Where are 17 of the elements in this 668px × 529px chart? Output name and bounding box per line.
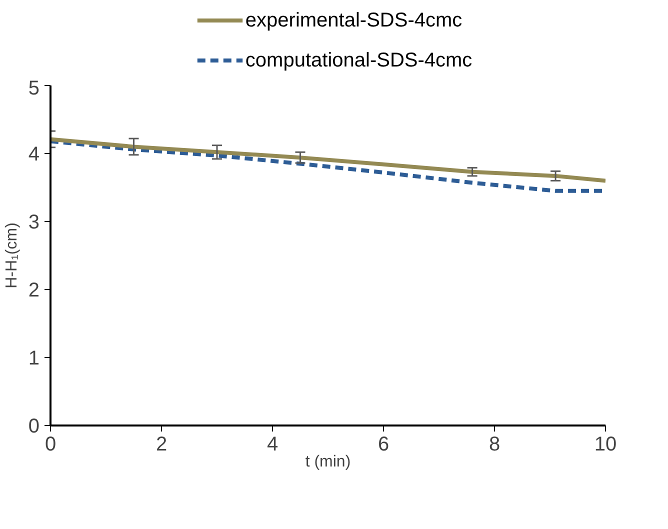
y-tick-label: 1 bbox=[28, 348, 40, 370]
x-axis-title: t (min) bbox=[305, 454, 351, 470]
x-tick-label: 6 bbox=[378, 434, 390, 456]
legend-label: experimental-SDS-4cmc bbox=[245, 10, 462, 32]
y-tick-label: 4 bbox=[28, 144, 40, 166]
x-tick-label: 8 bbox=[488, 434, 500, 456]
y-axis-title: H-H₁(cm) bbox=[3, 222, 20, 288]
y-tick-label: 0 bbox=[28, 416, 40, 438]
x-tick-label: 2 bbox=[156, 434, 168, 456]
line-series bbox=[50, 137, 606, 183]
y-tick-label: 5 bbox=[28, 78, 40, 100]
x-tick-label: 4 bbox=[266, 434, 278, 456]
legend-label: computational-SDS-4cmc bbox=[245, 50, 472, 72]
y-tick-label: 3 bbox=[28, 212, 40, 234]
x-tick-label: 0 bbox=[44, 434, 56, 456]
x-tick-label: 10 bbox=[594, 434, 617, 456]
y-tick-label: 2 bbox=[28, 280, 40, 302]
